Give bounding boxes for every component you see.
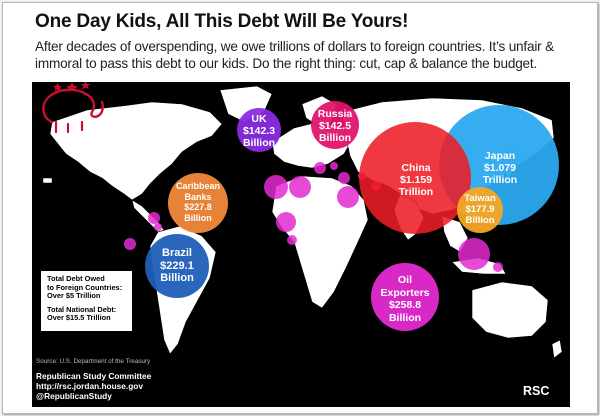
world-map-graphic [42, 85, 563, 359]
totals-foreign-line2: to Foreign Countries: [47, 282, 123, 292]
bubble-small [124, 238, 136, 250]
bubble-small [289, 176, 311, 198]
bubble-small [330, 162, 338, 170]
bubble-uk [237, 108, 281, 152]
small-bubbles [124, 162, 503, 272]
bubble-small [276, 212, 296, 232]
label-caribbean: Caribbean Banks $227.8 Billion [175, 181, 220, 223]
rsc-elephant-icon [42, 82, 104, 134]
bubble-small [338, 172, 350, 184]
totals-foreign-line1: Total Debt Owed [47, 274, 105, 283]
alaska-marker [42, 177, 53, 184]
bubble-small [458, 238, 490, 270]
australia-shape [471, 281, 549, 339]
bubble-oil [371, 263, 439, 331]
bubble-small [154, 223, 162, 231]
bubble-small [264, 175, 288, 199]
totals-national-value: Over $15.5 Trillion [47, 313, 111, 323]
new-zealand-shape [551, 339, 563, 359]
label-oil: Oil Exporters $258.8 Billion [380, 274, 430, 324]
bubble-brazil [145, 234, 209, 298]
bubble-taiwan [457, 187, 503, 233]
label-russia: Russia $142.5 Billion [317, 108, 353, 144]
bubble-russia [311, 101, 359, 149]
world-map: Japan $1.079 Trillion China $1.159 Trill… [32, 82, 570, 407]
bubble-caribbean [168, 173, 228, 233]
totals-foreign-value: Over $5 Trillion [47, 291, 101, 301]
label-taiwan: Taiwan $177.9 Billion [464, 193, 496, 226]
page-title: One Day Kids, All This Debt Will Be Your… [35, 11, 409, 32]
label-uk: UK $142.3 Billion [242, 113, 276, 149]
page-subtitle: After decades of overspending, we owe tr… [35, 39, 554, 71]
bubble-china [359, 122, 471, 234]
footer: Republican Study Committee http://rsc.jo… [36, 371, 151, 401]
bubble-small [287, 235, 297, 245]
totals-box: Total Debt Owed to Foreign Countries: Ov… [41, 271, 132, 331]
footer-handle: @RepublicanStudy [36, 391, 112, 401]
footer-url[interactable]: http://rsc.jordan.house.gov [36, 381, 143, 391]
bubble-small [148, 212, 160, 224]
label-japan: Japan $1.079 Trillion [482, 150, 518, 186]
label-brazil: Brazil $229.1 Billion [160, 247, 194, 284]
bubble-small [337, 186, 359, 208]
totals-national-line1: Total National Debt: [47, 304, 117, 314]
bubble-small [314, 162, 326, 174]
bubble-small [493, 262, 503, 272]
source-note: Source: U.S. Department of the Treasury [36, 358, 151, 365]
footer-org: Republican Study Committee [36, 371, 152, 381]
label-china: China $1.159 Trillion [398, 162, 434, 198]
rsc-logo-text: RSC [523, 384, 550, 398]
north-america-shape [49, 101, 223, 201]
